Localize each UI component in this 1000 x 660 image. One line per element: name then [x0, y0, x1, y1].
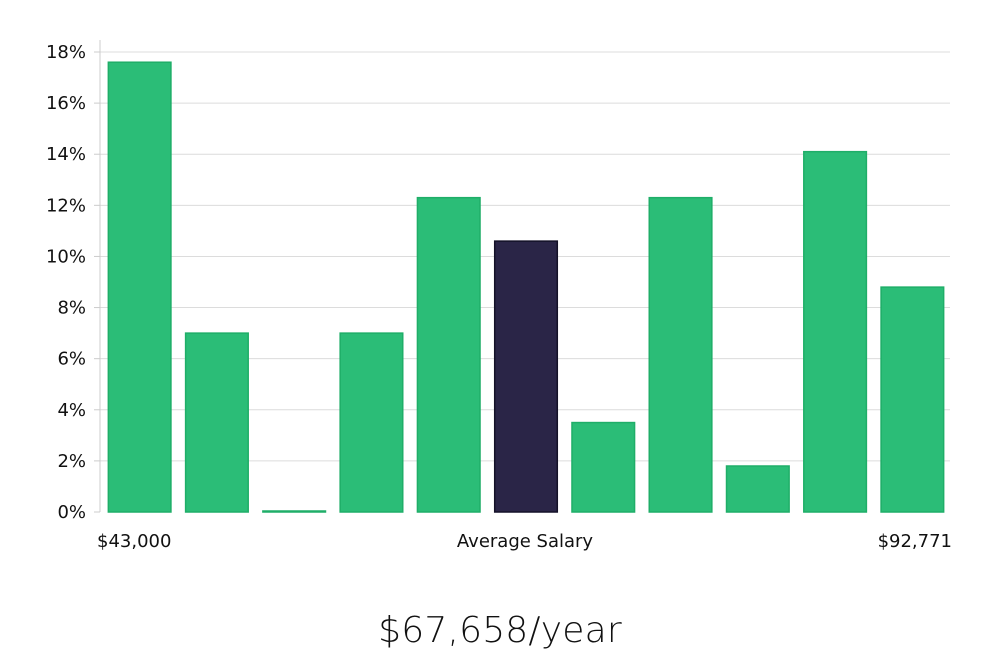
bar: [416, 196, 481, 513]
bar: [262, 510, 327, 513]
y-tick-label: 2%: [57, 451, 86, 472]
bar: [184, 332, 249, 513]
bar: [571, 421, 636, 513]
average-salary-value: $67,658/year: [378, 610, 622, 651]
bar: [339, 332, 404, 513]
bar: [648, 196, 713, 513]
bars: [107, 61, 945, 513]
y-tick-label: 14%: [46, 144, 86, 165]
y-tick-label: 18%: [46, 42, 86, 63]
bar-average-salary: [493, 240, 559, 513]
y-tick-label: 10%: [46, 246, 86, 267]
bar: [725, 465, 790, 513]
y-tick-label: 4%: [57, 400, 86, 421]
x-axis-start-label: $43,000: [97, 531, 171, 552]
y-tick-label: 6%: [57, 349, 86, 370]
y-axis-ticks: 0% 2% 4% 6% 8% 10% 12% 14% 16% 18%: [46, 42, 100, 523]
y-tick-label: 0%: [57, 502, 86, 523]
y-tick-label: 12%: [46, 195, 86, 216]
bar: [880, 286, 945, 513]
salary-distribution-chart: 0% 2% 4% 6% 8% 10% 12% 14% 16% 18% $43,000 Averag…: [46, 40, 952, 552]
bar: [803, 150, 868, 513]
x-axis-end-label: $92,771: [878, 531, 952, 552]
bar: [107, 61, 172, 513]
x-axis-center-label: Average Salary: [457, 531, 594, 552]
y-tick-label: 16%: [46, 93, 86, 114]
y-tick-label: 8%: [57, 298, 86, 319]
